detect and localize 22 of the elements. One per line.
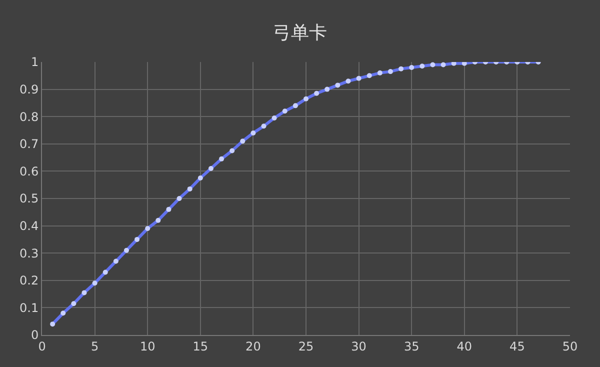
x-tick-label: 10 — [140, 339, 156, 354]
y-tick-label: 0.6 — [20, 164, 39, 178]
x-tick-label: 15 — [192, 339, 208, 354]
x-tick-label: 5 — [90, 339, 99, 354]
y-tick-label: 0.3 — [20, 246, 39, 260]
y-tick-label: 0.7 — [20, 137, 39, 152]
y-tick-label: 0.8 — [20, 110, 39, 124]
y-tick-label: 0.4 — [20, 219, 39, 233]
x-tick-label: 20 — [246, 339, 261, 354]
y-tick-label: 0.5 — [20, 192, 39, 206]
y-tick-label: 1 — [30, 55, 39, 70]
chart-title: 弓单卡 — [273, 22, 327, 44]
x-tick-label: 50 — [562, 339, 578, 354]
x-tick-label: 45 — [510, 339, 525, 354]
x-tick-label: 25 — [298, 339, 314, 354]
x-tick-label: 40 — [456, 339, 472, 354]
y-tick-label: 0.9 — [20, 82, 39, 96]
y-tick-label: 0 — [30, 328, 39, 342]
x-tick-label: 30 — [351, 339, 366, 354]
y-tick-label: 0.2 — [20, 274, 39, 288]
x-tick-label: 35 — [404, 339, 420, 354]
y-tick-label: 0.1 — [20, 300, 39, 315]
